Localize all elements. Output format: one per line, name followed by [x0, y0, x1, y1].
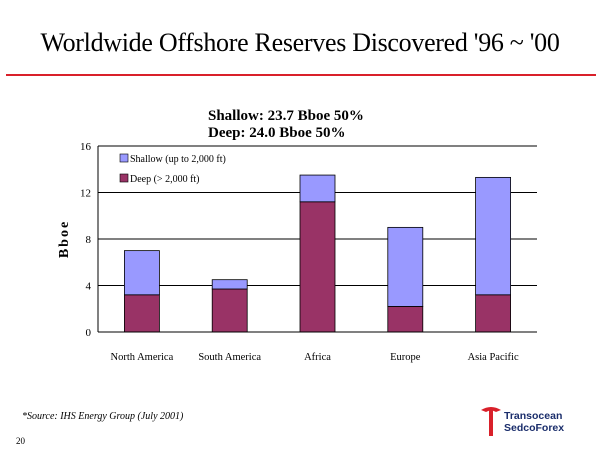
y-tick-label: 12 — [80, 188, 91, 200]
legend-swatch — [119, 153, 129, 163]
bar-segment-shallow — [475, 176, 512, 296]
legend-label: Shallow (up to 2,000 ft) — [130, 154, 226, 165]
logo-line-1: Transocean — [504, 410, 563, 422]
company-logo: Transocean SedcoForex — [478, 402, 588, 440]
title-divider — [6, 74, 596, 76]
bar-segment-deep — [211, 288, 248, 333]
y-axis-label: Bboe — [57, 220, 72, 258]
legend-label: Deep (> 2,000 ft) — [130, 174, 200, 185]
y-tick-label: 16 — [80, 141, 92, 153]
logo-t-icon — [481, 407, 501, 436]
bar-segment-shallow — [124, 250, 160, 296]
slide-title: Worldwide Offshore Reserves Discovered '… — [40, 28, 560, 57]
bar-segment-deep — [299, 201, 336, 333]
bar-segment-deep — [475, 294, 512, 333]
x-tick-label: South America — [198, 352, 261, 363]
chart-subtitle: Deep: 24.0 Bboe 50% — [208, 125, 346, 141]
bar-segment-deep — [124, 294, 160, 333]
y-tick-label: 4 — [86, 281, 92, 293]
bar-segment-deep — [387, 306, 424, 333]
source-note: *Source: IHS Energy Group (July 2001) — [22, 411, 184, 422]
x-tick-label: North America — [111, 352, 174, 363]
bar-segment-shallow — [211, 279, 248, 290]
chart-title: Shallow: 23.7 Bboe 50% — [208, 108, 364, 124]
bar-segment-shallow — [299, 174, 336, 203]
legend-swatch — [119, 173, 129, 183]
y-tick-label: 8 — [86, 234, 92, 246]
bar-segment-shallow — [387, 226, 424, 307]
y-tick-label: 0 — [86, 327, 92, 339]
x-tick-label: Africa — [304, 352, 331, 363]
x-tick-label: Europe — [390, 352, 421, 363]
page-number: 20 — [16, 436, 25, 446]
x-tick-label: Asia Pacific — [468, 352, 519, 363]
stacked-bar-chart: Shallow: 23.7 Bboe 50%Deep: 24.0 Bboe 50… — [57, 108, 537, 363]
logo-line-2: SedcoForex — [504, 422, 565, 434]
